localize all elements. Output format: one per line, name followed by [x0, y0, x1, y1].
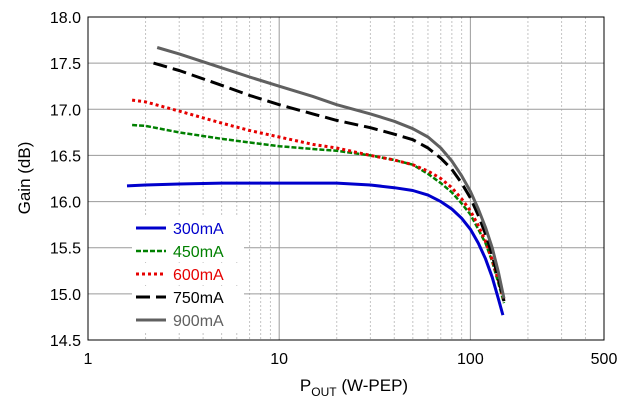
x-axis-title-subscript: OUT [311, 385, 337, 399]
legend-entry-bg [132, 286, 244, 308]
legend-label: 450mA [173, 244, 224, 261]
x-tick-label: 100 [457, 351, 484, 368]
legend-entry-bg [132, 309, 244, 331]
x-axis-title: POUT (W-PEP) [300, 376, 408, 399]
x-axis-title-main: P [300, 376, 311, 395]
y-tick-label: 16.5 [50, 148, 81, 165]
x-tick-labels: 1 10 100 500 [84, 351, 618, 368]
series-line-300mA [126, 181, 505, 316]
x-tick-label: 10 [270, 351, 288, 368]
legend-label: 600mA [173, 267, 224, 284]
legend-label: 300mA [173, 221, 224, 238]
legend-entry-bg [132, 263, 244, 285]
series-layer [126, 46, 506, 316]
y-tick-label: 17.0 [50, 102, 81, 119]
x-axis-title-rest: (W-PEP) [337, 376, 408, 395]
y-tick-label: 16.0 [50, 195, 81, 212]
y-tick-label: 15.5 [50, 241, 81, 258]
legend-label: 750mA [173, 290, 224, 307]
legend-entry-bg [132, 217, 244, 239]
series-line-750mA [153, 61, 506, 302]
y-tick-label: 14.5 [50, 333, 81, 350]
x-tick-label: 1 [84, 351, 93, 368]
x-tick-label: 500 [591, 351, 618, 368]
series-line-900mA [156, 46, 506, 299]
plot-frame [87, 16, 605, 341]
y-tick-label: 18.0 [50, 10, 81, 27]
y-tick-label: 17.5 [50, 56, 81, 73]
y-axis-title: Gain (dB) [15, 142, 34, 215]
y-tick-labels: 14.5 15.0 15.5 16.0 16.5 17.0 17.5 18.0 [50, 10, 81, 350]
legend: 300mA 450mA 600mA 750mA 900mA [132, 217, 244, 331]
legend-label: 900mA [173, 313, 224, 330]
series-line-600mA [131, 98, 506, 301]
y-tick-label: 15.0 [50, 287, 81, 304]
legend-entry-bg [132, 240, 244, 262]
